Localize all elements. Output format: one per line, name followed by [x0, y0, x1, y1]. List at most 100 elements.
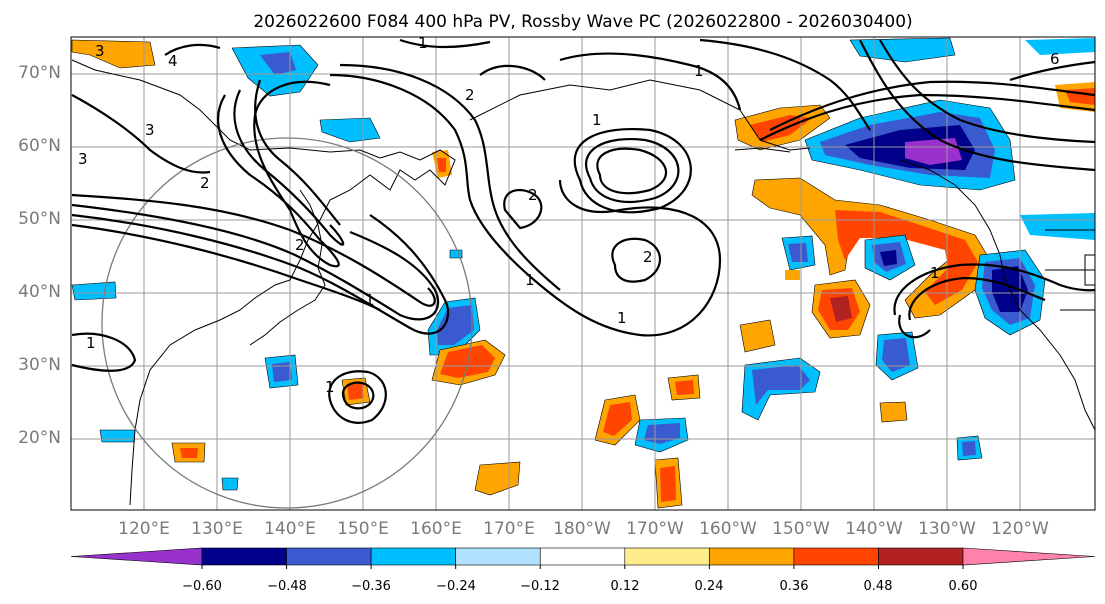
- contour-label: 2: [295, 236, 305, 254]
- colorbar-segment: [201, 547, 287, 566]
- anomaly-patch: [880, 250, 897, 266]
- japan-coastline: [249, 267, 326, 346]
- lat-label: 40°N: [18, 282, 61, 302]
- pv-contour: [71, 94, 211, 174]
- anomaly-patch: [99, 429, 136, 443]
- colorbar-tick-label: 0.48: [864, 579, 893, 594]
- pv-contour: [164, 43, 221, 56]
- colorbar-tick-label: −0.36: [351, 579, 391, 594]
- colorbar-tick-label: 0.36: [780, 579, 809, 594]
- lon-label: 160°W: [699, 519, 757, 539]
- pv-contour: [254, 79, 341, 226]
- anomaly-patch: [849, 37, 956, 63]
- anomaly-patch: [603, 402, 632, 436]
- lon-label: 140°E: [264, 519, 316, 539]
- pv-contour: [699, 38, 871, 131]
- pv-contour: [503, 188, 543, 230]
- anomaly-patch: [962, 441, 976, 456]
- lon-label: 150°E: [337, 519, 389, 539]
- lon-label: 120°W: [991, 519, 1049, 539]
- colorbar-tick-label: 0.24: [695, 579, 724, 594]
- lon-label: 170°W: [626, 519, 684, 539]
- pv-contour: [341, 381, 375, 410]
- pv-contour: [1009, 60, 1096, 82]
- contour-label: 3: [78, 150, 88, 168]
- contour-label: 2: [200, 174, 210, 192]
- anomaly-patch: [1020, 213, 1095, 240]
- anomaly-patch: [474, 461, 521, 496]
- sakhalin-coastline: [299, 189, 323, 269]
- pv-contour: [573, 128, 692, 214]
- pv-contour: [893, 263, 1096, 316]
- lat-label: 60°N: [18, 136, 61, 156]
- pv-contour: [479, 64, 546, 81]
- contour-label: 1: [86, 334, 96, 352]
- latitude-labels: 70°N 60°N 50°N 40°N 30°N 20°N: [18, 63, 61, 448]
- anomaly-patch: [752, 365, 810, 405]
- contour-label: 3: [95, 42, 105, 60]
- map-title: 2026022600 F084 400 hPa PV, Rossby Wave …: [253, 12, 912, 32]
- colorbar-segment: [539, 547, 626, 566]
- contour-labels: 3 4 1 1 1 2 3 3 2 1 2 1 1 2 1 2 6 1 1: [78, 34, 1060, 396]
- pv-contour: [71, 213, 450, 335]
- pv-contour: [71, 332, 137, 372]
- contour-label: 1: [694, 62, 704, 80]
- anomaly-patch: [882, 338, 910, 372]
- lon-label: 130°E: [191, 519, 243, 539]
- colorbar-segment: [878, 547, 964, 566]
- lon-label: 170°E: [483, 519, 535, 539]
- pv-contour: [596, 147, 668, 195]
- colorbar-segment: [370, 547, 456, 566]
- contour-label: 1: [930, 264, 940, 282]
- anomaly-patch: [675, 380, 694, 395]
- anomaly-patch: [437, 158, 446, 172]
- pv-contour: [859, 39, 1096, 172]
- colorbar-segment: [793, 547, 879, 566]
- contour-label: 1: [525, 271, 535, 289]
- pv-contour: [898, 314, 931, 339]
- pv-contour: [71, 203, 440, 321]
- lon-label: 130°W: [918, 519, 976, 539]
- colorbar-tick-label: −0.24: [436, 579, 476, 594]
- pv-contours: [71, 38, 1096, 424]
- contour-label: 2: [465, 86, 475, 104]
- alaska-north-coastline: [469, 79, 811, 151]
- anomaly-patch: [437, 305, 474, 345]
- contour-label: 2: [528, 186, 538, 204]
- colorbar-tick-label: 0.60: [949, 579, 978, 594]
- lon-label: 180°W: [553, 519, 611, 539]
- anomaly-patch: [221, 477, 239, 491]
- pv-contour: [329, 73, 722, 337]
- coastlines: [71, 59, 1096, 506]
- anomaly-patch: [788, 243, 808, 262]
- pv-contour: [584, 138, 680, 203]
- anomaly-patch: [260, 52, 296, 75]
- contour-label: 1: [365, 291, 375, 309]
- longitude-labels: 120°E 130°E 140°E 150°E 160°E 170°E 180°…: [118, 519, 1049, 539]
- colorbar: [70, 547, 1096, 569]
- pv-contour: [611, 237, 661, 283]
- pv-contour: [399, 38, 491, 49]
- anomaly-patch: [1025, 38, 1095, 55]
- anomaly-patch: [785, 270, 800, 280]
- pv-contour: [328, 370, 387, 424]
- pv-contour: [759, 93, 1096, 141]
- pv-contour: [71, 223, 381, 311]
- anomaly-patch: [347, 383, 364, 400]
- lat-label: 30°N: [18, 355, 61, 375]
- colorbar-tick-label: 0.12: [611, 579, 640, 594]
- north-america-coastline: [899, 159, 1096, 431]
- anomaly-patch: [71, 39, 156, 69]
- lon-label: 160°E: [410, 519, 462, 539]
- map-frame: [70, 36, 1096, 511]
- border-lines: [1045, 229, 1095, 311]
- anomaly-patch: [750, 115, 812, 142]
- contour-label: 2: [643, 248, 653, 266]
- pv-contour: [559, 52, 742, 111]
- anomaly-patch: [660, 466, 676, 502]
- colorbar-segment: [286, 547, 372, 566]
- contour-label: 1: [325, 378, 335, 396]
- pv-contour: [769, 80, 1096, 131]
- anomaly-patch: [319, 117, 381, 143]
